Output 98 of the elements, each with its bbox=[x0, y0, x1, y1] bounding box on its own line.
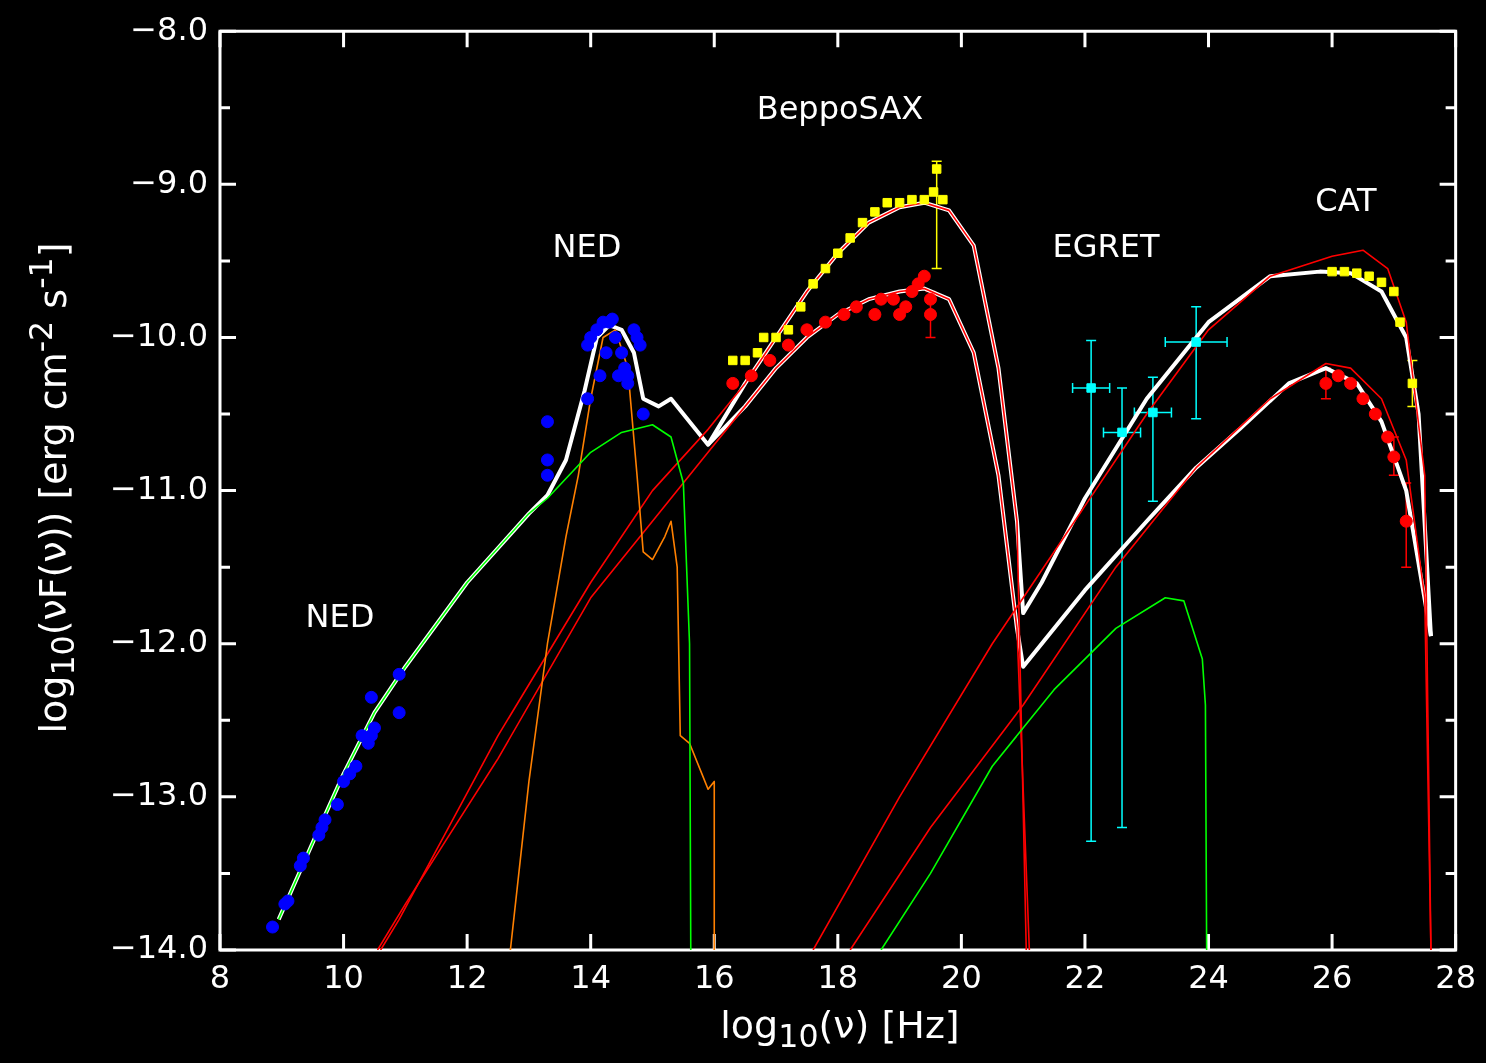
point bbox=[266, 920, 280, 934]
point bbox=[1381, 430, 1395, 444]
point bbox=[752, 348, 763, 358]
point bbox=[818, 315, 832, 329]
point bbox=[1387, 450, 1401, 464]
y-tick-label: −13.0 bbox=[109, 775, 208, 814]
point bbox=[820, 263, 831, 274]
point bbox=[894, 197, 905, 208]
point bbox=[608, 330, 622, 344]
point bbox=[744, 369, 758, 383]
y-tick-label: −11.0 bbox=[109, 468, 208, 507]
point bbox=[870, 207, 880, 217]
point bbox=[837, 308, 851, 321]
point bbox=[1407, 378, 1418, 389]
point bbox=[758, 332, 769, 343]
point bbox=[318, 813, 332, 827]
x-tick-label: 14 bbox=[570, 957, 612, 996]
point bbox=[882, 197, 892, 208]
x-tick-label: 24 bbox=[1188, 957, 1229, 996]
point bbox=[919, 194, 930, 205]
point bbox=[923, 308, 937, 321]
point bbox=[928, 187, 939, 197]
x-tick-label: 10 bbox=[323, 957, 364, 996]
point bbox=[1368, 407, 1382, 421]
x-axis-title: log$_{10}$(ν) [Hz] bbox=[719, 1003, 961, 1054]
point bbox=[781, 338, 795, 352]
point bbox=[857, 217, 868, 228]
y-tick-label: −12.0 bbox=[109, 622, 208, 661]
x-tick-label: 22 bbox=[1064, 957, 1106, 996]
point bbox=[728, 355, 738, 366]
point bbox=[899, 300, 913, 314]
point bbox=[349, 759, 363, 773]
x-tick-label: 20 bbox=[941, 957, 982, 996]
point bbox=[540, 468, 554, 482]
point bbox=[763, 353, 777, 367]
point bbox=[931, 164, 942, 174]
point bbox=[392, 706, 406, 720]
x-tick-label: 18 bbox=[817, 957, 859, 996]
point bbox=[1376, 277, 1387, 288]
y-tick-label: −10.0 bbox=[109, 315, 208, 354]
point bbox=[874, 292, 888, 306]
point bbox=[1331, 369, 1345, 383]
x-tick-label: 28 bbox=[1435, 957, 1476, 996]
annotation: NED bbox=[305, 597, 375, 636]
annotation: CAT bbox=[1315, 181, 1378, 220]
point bbox=[783, 325, 794, 335]
point bbox=[540, 415, 554, 429]
point bbox=[615, 346, 629, 360]
point bbox=[1319, 376, 1333, 390]
point bbox=[849, 300, 863, 314]
point bbox=[593, 369, 607, 383]
point bbox=[740, 355, 750, 366]
point bbox=[1364, 271, 1374, 281]
point bbox=[938, 194, 948, 205]
annotation: NED bbox=[552, 227, 622, 266]
point bbox=[1352, 268, 1362, 278]
point bbox=[1395, 317, 1405, 327]
point bbox=[364, 690, 378, 704]
x-tick-label: 26 bbox=[1311, 957, 1353, 996]
point bbox=[917, 269, 931, 283]
point bbox=[1327, 266, 1337, 277]
annotation: EGRET bbox=[1052, 227, 1160, 266]
point bbox=[296, 851, 310, 865]
point bbox=[771, 332, 781, 343]
point bbox=[581, 392, 595, 406]
y-tick-label: −14.0 bbox=[109, 928, 208, 967]
point bbox=[1399, 514, 1413, 528]
point bbox=[923, 292, 937, 306]
point bbox=[636, 407, 650, 421]
annotation: BeppoSAX bbox=[756, 89, 924, 128]
point bbox=[367, 721, 381, 735]
point bbox=[1148, 407, 1158, 418]
point bbox=[1356, 392, 1370, 406]
point bbox=[1389, 286, 1399, 297]
y-tick-label: −8.0 bbox=[130, 9, 208, 48]
point bbox=[808, 279, 818, 289]
point bbox=[833, 248, 843, 258]
point bbox=[845, 233, 855, 243]
point bbox=[796, 302, 806, 312]
y-tick-label: −9.0 bbox=[130, 162, 208, 201]
x-tick-label: 12 bbox=[446, 957, 488, 996]
point bbox=[599, 346, 613, 360]
point bbox=[726, 376, 740, 390]
x-tick-label: 16 bbox=[693, 957, 735, 996]
point bbox=[1339, 266, 1350, 277]
point bbox=[540, 453, 554, 467]
point bbox=[800, 323, 814, 337]
point bbox=[633, 338, 647, 352]
point bbox=[1344, 376, 1358, 390]
point bbox=[330, 798, 344, 812]
point bbox=[868, 308, 882, 321]
point bbox=[886, 292, 900, 306]
point bbox=[1086, 383, 1096, 393]
point bbox=[907, 194, 917, 205]
x-tick-label: 8 bbox=[209, 957, 231, 996]
point bbox=[392, 667, 406, 681]
point bbox=[1117, 427, 1127, 438]
point bbox=[1191, 337, 1201, 347]
